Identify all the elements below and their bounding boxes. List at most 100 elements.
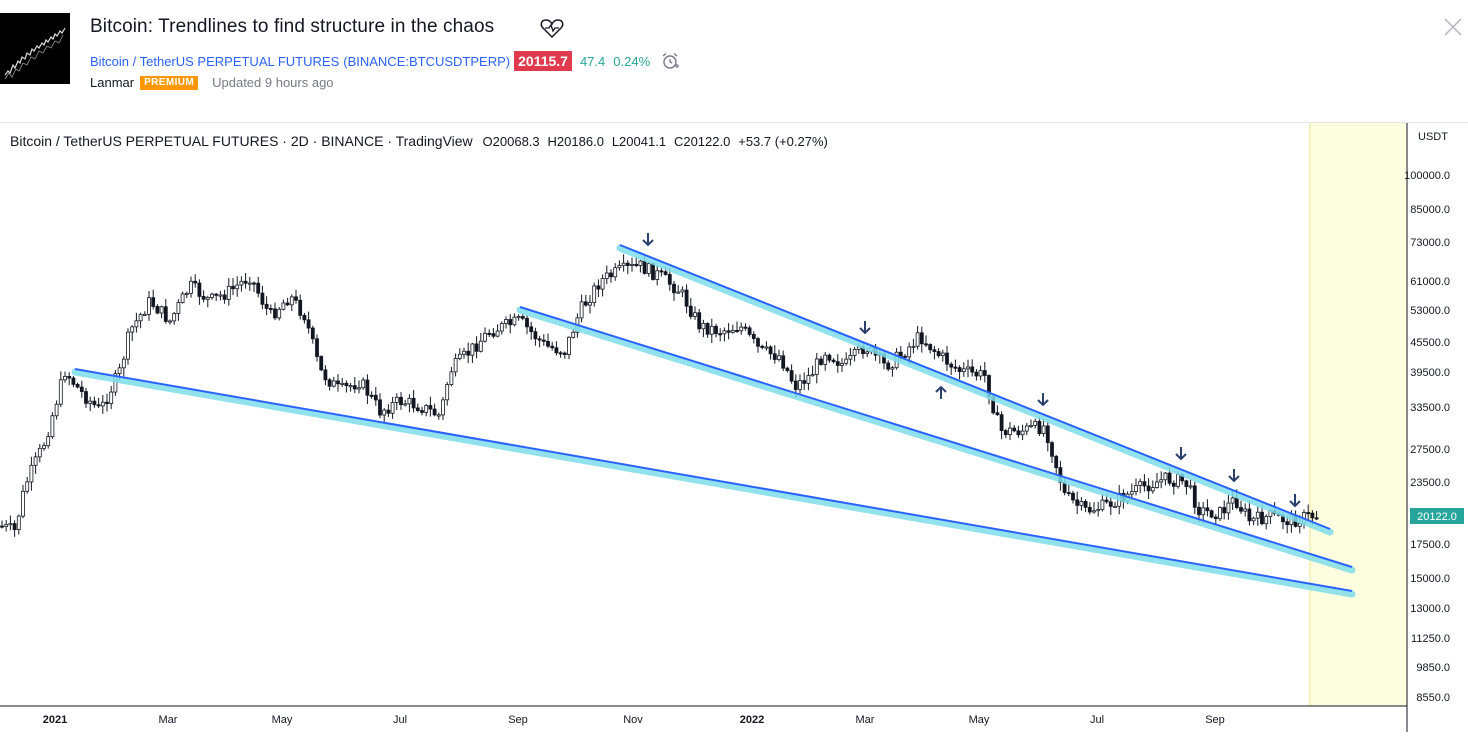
candle-body: [399, 396, 403, 406]
candle-body: [281, 302, 286, 310]
alert-clock-icon[interactable]: [660, 51, 680, 71]
candle-body: [596, 285, 601, 290]
price-axis-label: 9850.0: [1416, 662, 1450, 674]
boost-heart-icon[interactable]: [540, 17, 564, 39]
candle-body: [386, 409, 391, 414]
idea-thumbnail[interactable]: [0, 13, 70, 84]
symbol-code-link[interactable]: (BINANCE:BTCUSDTPERP): [343, 53, 511, 69]
candle-body: [445, 384, 450, 401]
candle-body: [8, 523, 13, 526]
arrow-down-icon: [1175, 453, 1187, 461]
candle-body: [134, 320, 139, 328]
last-price-badge: 20115.7: [514, 51, 572, 71]
arrow-down-icon: [1289, 500, 1301, 508]
candle-body: [957, 367, 962, 373]
candle-body: [806, 375, 811, 384]
candle-body: [142, 313, 147, 316]
price-axis-label: 8550.0: [1416, 692, 1450, 704]
author-name-link[interactable]: Lanmar: [90, 75, 135, 90]
candle-body: [630, 263, 634, 266]
time-axis-label: May: [969, 714, 990, 726]
candle-body: [1163, 472, 1168, 481]
candle-body: [483, 332, 487, 342]
candle-body: [1209, 510, 1214, 518]
candle-body: [835, 361, 840, 366]
candle-body: [1054, 455, 1059, 469]
time-axis-label: Sep: [508, 714, 528, 726]
candle-body: [1243, 508, 1248, 512]
candle-body: [1096, 509, 1101, 512]
candle-body: [4, 524, 9, 527]
candle-body: [1020, 430, 1025, 436]
candle-body: [982, 370, 987, 376]
arrow-down-icon: [859, 327, 871, 335]
candle-body: [865, 351, 870, 355]
candle-body: [739, 326, 744, 332]
candle-body: [693, 312, 697, 317]
candle-body: [1016, 430, 1021, 436]
candle-body: [819, 358, 823, 365]
candle-body: [407, 397, 412, 405]
candle-body: [268, 308, 273, 311]
candle-body: [88, 400, 93, 404]
candle-body: [709, 325, 714, 335]
candle-body: [810, 374, 815, 377]
candle-body: [105, 401, 109, 404]
candle-body: [378, 399, 382, 416]
price-axis-label: 39500.0: [1410, 367, 1450, 379]
candle-body: [1113, 505, 1117, 508]
candle-body: [361, 379, 366, 389]
candle-body: [655, 270, 660, 280]
candle-body: [600, 278, 605, 290]
candle-body: [508, 319, 513, 326]
candle-body: [222, 294, 227, 300]
candle-body: [907, 346, 912, 358]
candle-body: [499, 323, 504, 332]
candle-body: [546, 340, 550, 347]
candle-body: [260, 292, 265, 305]
candle-body: [621, 262, 626, 266]
candle-body: [1033, 420, 1038, 426]
candle-body: [331, 380, 336, 387]
chart-pane[interactable]: USDT 100000.0 85000.0 73000.0 61000.0 53000.…: [0, 122, 1468, 740]
candle-body: [550, 345, 555, 349]
chart-legend: Bitcoin / TetherUS PERPETUAL FUTURES · 2…: [10, 133, 828, 149]
candle-body: [504, 319, 508, 324]
candle-body: [12, 523, 17, 531]
candle-body: [344, 382, 349, 387]
candle-body: [403, 403, 408, 406]
legend-change: +53.7 (+0.27%): [738, 134, 828, 149]
candle-body: [1239, 507, 1243, 512]
candle-body: [327, 379, 332, 387]
candle-body: [96, 404, 101, 407]
candle-body: [1310, 512, 1315, 519]
candle-body: [915, 332, 920, 347]
candle-body: [310, 327, 315, 340]
candle-body: [289, 296, 294, 306]
candle-body: [966, 366, 970, 370]
candle-body: [109, 391, 114, 404]
candle-body: [945, 352, 949, 365]
close-icon[interactable]: [1440, 14, 1466, 40]
candle-body: [1155, 481, 1159, 488]
legend-symbol[interactable]: Bitcoin / TetherUS PERPETUAL FUTURES · 2…: [10, 133, 473, 149]
candle-body: [247, 282, 252, 285]
price-axis-label: 53000.0: [1410, 305, 1450, 317]
candle-body: [785, 367, 790, 371]
candle-body: [340, 382, 345, 385]
candle-body: [478, 340, 483, 352]
price-chart[interactable]: USDT 100000.0 85000.0 73000.0 61000.0 53000.…: [0, 123, 1468, 740]
time-axis-label: 2021: [43, 714, 67, 726]
candle-body: [63, 375, 67, 381]
symbol-name-link[interactable]: Bitcoin / TetherUS PERPETUAL FUTURES: [90, 53, 340, 69]
candle-body: [474, 343, 479, 352]
candle-body: [651, 263, 655, 280]
candle-body: [735, 330, 739, 333]
candle-body: [100, 401, 105, 407]
candle-body: [1188, 485, 1193, 488]
candle-body: [1167, 472, 1172, 484]
candle-body: [911, 345, 916, 348]
arrow-down-icon: [642, 239, 654, 247]
time-axis-label: May: [272, 714, 293, 726]
candle-body: [46, 436, 51, 447]
